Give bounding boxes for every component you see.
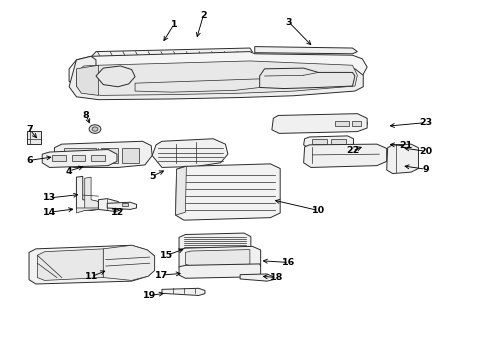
Text: 20: 20 — [419, 147, 432, 156]
Circle shape — [89, 125, 101, 134]
Text: 9: 9 — [422, 165, 429, 174]
Text: 8: 8 — [83, 111, 90, 120]
Polygon shape — [175, 164, 280, 220]
Polygon shape — [240, 274, 273, 281]
Polygon shape — [96, 66, 135, 87]
Text: 6: 6 — [26, 156, 33, 165]
Text: 21: 21 — [400, 141, 413, 150]
Text: 7: 7 — [26, 125, 33, 134]
Bar — [101, 148, 118, 163]
Text: 18: 18 — [270, 273, 283, 282]
Bar — [91, 155, 105, 161]
Bar — [64, 148, 96, 163]
Polygon shape — [260, 68, 355, 89]
Polygon shape — [185, 249, 250, 266]
Polygon shape — [76, 65, 98, 95]
Polygon shape — [37, 249, 103, 280]
Polygon shape — [54, 141, 152, 167]
Polygon shape — [255, 46, 357, 54]
Circle shape — [362, 121, 368, 126]
Polygon shape — [76, 176, 98, 211]
Polygon shape — [272, 114, 367, 134]
Polygon shape — [29, 245, 155, 284]
Polygon shape — [304, 136, 353, 148]
Text: 3: 3 — [286, 18, 292, 27]
Polygon shape — [76, 208, 98, 213]
Circle shape — [103, 69, 125, 85]
Polygon shape — [304, 144, 387, 167]
Text: 4: 4 — [66, 167, 73, 176]
Text: 10: 10 — [312, 206, 325, 215]
Polygon shape — [135, 79, 260, 92]
Polygon shape — [76, 61, 357, 95]
Bar — [331, 139, 345, 144]
Text: 23: 23 — [419, 118, 432, 127]
Circle shape — [92, 127, 98, 131]
Polygon shape — [85, 177, 98, 210]
Bar — [335, 121, 349, 126]
Polygon shape — [42, 149, 117, 167]
Polygon shape — [69, 56, 363, 100]
Polygon shape — [152, 139, 228, 167]
Text: 17: 17 — [155, 270, 169, 279]
Polygon shape — [162, 288, 205, 296]
Text: 2: 2 — [200, 10, 207, 19]
Bar — [122, 203, 128, 206]
Polygon shape — [179, 264, 261, 278]
Circle shape — [309, 116, 328, 131]
Polygon shape — [179, 246, 261, 271]
Polygon shape — [103, 245, 155, 280]
Polygon shape — [98, 199, 123, 212]
Text: 19: 19 — [143, 291, 156, 300]
Bar — [72, 155, 85, 161]
Bar — [52, 155, 66, 161]
Text: 16: 16 — [282, 258, 295, 267]
Polygon shape — [387, 144, 418, 174]
Polygon shape — [69, 51, 367, 90]
Text: 1: 1 — [171, 19, 177, 28]
Text: 11: 11 — [84, 272, 98, 281]
Bar — [122, 148, 139, 163]
Text: 22: 22 — [346, 146, 359, 155]
Text: 14: 14 — [43, 208, 56, 217]
Bar — [313, 139, 327, 144]
Bar — [26, 131, 41, 144]
Polygon shape — [91, 48, 252, 61]
Bar — [352, 121, 361, 126]
Text: 5: 5 — [149, 172, 155, 181]
Text: 15: 15 — [160, 251, 173, 260]
Text: 13: 13 — [43, 193, 56, 202]
Text: 12: 12 — [111, 208, 124, 217]
Polygon shape — [175, 166, 186, 215]
Polygon shape — [179, 233, 251, 254]
Polygon shape — [107, 202, 137, 210]
